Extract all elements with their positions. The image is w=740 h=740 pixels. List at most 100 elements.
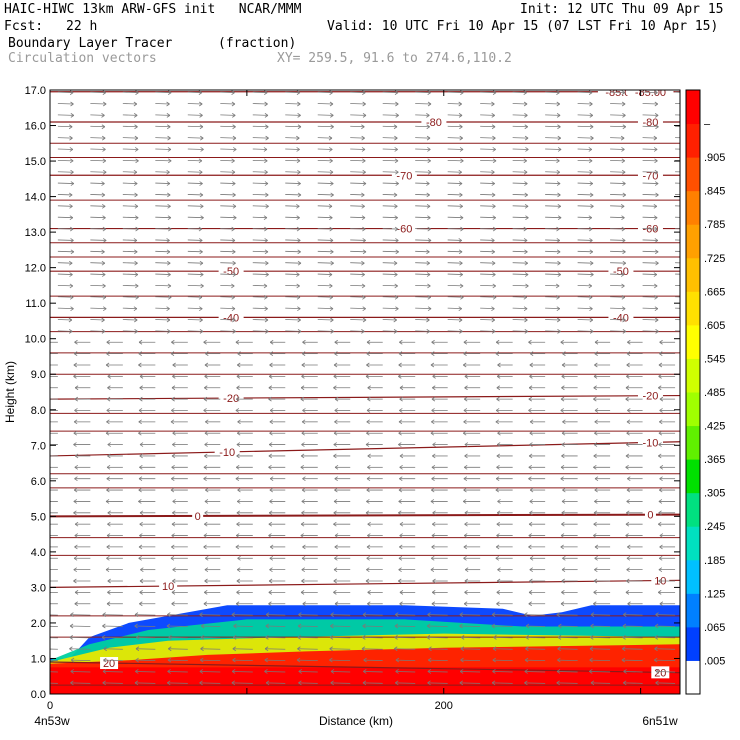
- wind-vector-head: [464, 578, 469, 584]
- wind-vector-head: [496, 601, 500, 607]
- wind-vector-head: [393, 124, 398, 130]
- wind-vector-head: [170, 487, 175, 493]
- wind-vector-head: [395, 238, 399, 243]
- wind-vector: [512, 262, 528, 264]
- wind-vector-head: [626, 567, 630, 572]
- wind-vector: [285, 273, 300, 275]
- wind-vector: [675, 307, 680, 309]
- wind-vector: [382, 159, 399, 162]
- wind-vector-head: [73, 487, 78, 493]
- wind-vector-head: [529, 351, 534, 356]
- wind-vector-head: [106, 408, 110, 413]
- wind-vector: [220, 250, 236, 253]
- wind-vector: [220, 194, 236, 196]
- wind-vector-head: [622, 260, 627, 266]
- wind-vector-head: [593, 464, 597, 470]
- wind-vector: [642, 285, 658, 287]
- wind-vector-head: [135, 657, 139, 663]
- wind-vector: [447, 239, 462, 241]
- wind-vector: [589, 648, 611, 650]
- wind-vector-head: [366, 544, 371, 550]
- wind-vector: [610, 330, 626, 332]
- wind-vector: [610, 296, 625, 298]
- wind-vector: [480, 296, 497, 298]
- wind-vector-head: [427, 147, 431, 152]
- wind-vector-head: [296, 294, 301, 300]
- y-tick-label: 5.0: [31, 511, 46, 523]
- wind-vector-head: [459, 612, 464, 617]
- wind-vector-head: [427, 669, 432, 674]
- wind-vector-head: [70, 238, 74, 243]
- contour-label: -80: [643, 117, 659, 129]
- y-tick-label: 8.0: [31, 405, 46, 417]
- wind-vector-head: [329, 635, 334, 640]
- wind-vector: [220, 171, 235, 173]
- wind-vector-head: [626, 362, 630, 368]
- wind-vector: [545, 330, 561, 332]
- wind-vector-head: [561, 453, 565, 459]
- wind-vector: [512, 114, 528, 116]
- wind-vector-head: [199, 260, 204, 266]
- wind-vector-head: [622, 192, 627, 198]
- wind-vector: [122, 262, 138, 264]
- wind-vector-head: [459, 147, 464, 152]
- wind-vector: [382, 194, 398, 196]
- wind-vector: [362, 682, 383, 684]
- wind-vector-head: [107, 590, 111, 595]
- wind-vector-head: [463, 544, 468, 550]
- wind-vector-head: [366, 362, 370, 368]
- contour-label: 10: [654, 576, 666, 588]
- wind-vector-head: [107, 385, 111, 391]
- wind-vector-head: [301, 430, 306, 436]
- wind-vector: [220, 205, 236, 207]
- wind-vector: [382, 262, 398, 264]
- contour-label-bg: [644, 508, 656, 521]
- wind-vector-head: [37, 647, 40, 651]
- axes: 0.01.02.03.04.05.06.07.08.09.010.011.012…: [25, 85, 680, 712]
- wind-vector: [317, 319, 334, 321]
- wind-vector-head: [459, 272, 463, 277]
- wind-vector: [155, 216, 171, 219]
- wind-vector: [155, 91, 172, 94]
- wind-vector: [545, 239, 560, 241]
- wind-vector-head: [496, 533, 500, 538]
- wind-vector-head: [68, 260, 73, 266]
- wind-vector: [610, 319, 626, 321]
- wind-vector: [330, 625, 351, 627]
- wind-vector: [415, 319, 430, 321]
- wind-vector: [428, 659, 448, 662]
- wind-vector: [155, 171, 170, 173]
- wind-vector-head: [395, 249, 399, 255]
- wind-vector-head: [459, 135, 463, 141]
- wind-vector-head: [69, 635, 73, 640]
- wind-vector-head: [199, 181, 203, 186]
- wind-vector-head: [268, 601, 272, 607]
- contour-label-bg: [627, 90, 674, 98]
- wind-vector-head: [367, 396, 371, 402]
- colorbar-swatch: [686, 626, 700, 661]
- wind-vector: [317, 250, 334, 253]
- wind-vector-head: [594, 555, 598, 561]
- wind-vector: [492, 614, 513, 616]
- wind-vector-head: [655, 329, 659, 334]
- wind-vector-head: [205, 555, 209, 561]
- wind-vector-head: [296, 158, 301, 164]
- wind-vector-head: [463, 601, 468, 607]
- wind-vector: [350, 330, 365, 332]
- wind-vector-head: [627, 476, 631, 482]
- wind-vector: [134, 614, 156, 616]
- wind-vector-head: [427, 283, 431, 289]
- wind-vector: [266, 614, 286, 616]
- wind-vector-head: [264, 669, 268, 674]
- wind-vector-head: [627, 601, 631, 607]
- wind-vector-head: [330, 192, 334, 198]
- wind-vector: [642, 216, 658, 219]
- wind-vector: [655, 671, 676, 673]
- wind-vector: [199, 682, 221, 684]
- wind-vector-head: [203, 464, 208, 470]
- colorbar-label: –: [704, 119, 711, 131]
- wind-vector: [382, 228, 399, 230]
- wind-vector: [155, 307, 170, 310]
- wind-vector-head: [556, 669, 561, 674]
- wind-vector-head: [654, 181, 659, 186]
